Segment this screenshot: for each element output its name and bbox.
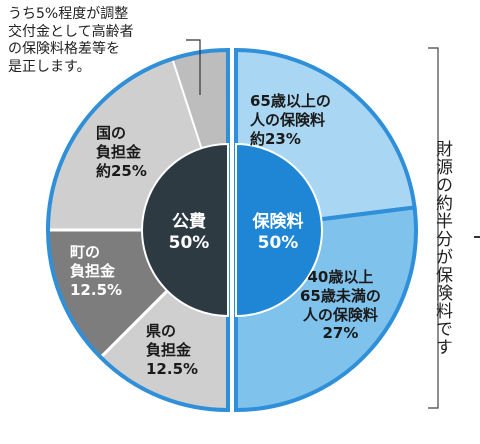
public-center-label: 公費 50% (154, 212, 224, 255)
annotation-line: 交付金として高齢者 (8, 23, 134, 40)
center-title: 公費 (172, 212, 206, 232)
public-inner-half (141, 142, 229, 318)
slice-label-line: 40歳以上 (307, 268, 374, 286)
slice-label-line: 12.5% (146, 359, 199, 378)
public-half-outline (46, 47, 230, 413)
slice-label-line: 人の保険料 (302, 305, 378, 324)
annotation-line: うち5%程度が調整 (8, 6, 129, 22)
slice-label-line: 町の (70, 243, 101, 261)
slice-label-line: 12.5% (70, 280, 123, 299)
center-title: 保険料 (252, 212, 304, 232)
slice-label-line: 負担金 (146, 340, 192, 359)
slice-label-line: 県の (146, 322, 177, 340)
center-value: 50% (257, 233, 299, 254)
insurance-inner-half (235, 142, 323, 318)
slice-label-40to65: 40歳以上 65歳未満の 人の保険料 27% (300, 268, 381, 343)
slice-label-line: 約23% (250, 129, 301, 148)
slice-label-line: 負担金 (70, 261, 116, 280)
slice-label-line: 国の (96, 124, 127, 142)
insurance-center-label: 保険料 50% (240, 212, 316, 255)
slice-label-line: 約25% (96, 161, 147, 180)
center-value: 50% (168, 233, 210, 254)
slice-label-town: 町の 負担金 12.5% (70, 243, 122, 299)
adjustment-annotation: うち5%程度が調整 交付金として高齢者 の保険料格差等を 是正します。 (8, 6, 134, 76)
slice-label-line: 65歳未満の (300, 286, 381, 305)
side-bracket (428, 47, 439, 409)
slice-label-line: 人の保険料 (250, 110, 326, 129)
slice-label-line: 27% (322, 324, 359, 343)
slice-label-prefecture: 県の 負担金 12.5% (146, 322, 198, 378)
slice-label-national: 国の 負担金 約25% (96, 124, 147, 180)
dash-mark (474, 236, 480, 238)
annotation-line: の保険料格差等を (8, 41, 120, 57)
annotation-line: 是正します。 (8, 58, 91, 75)
slice-label-line: 負担金 (96, 142, 142, 161)
side-note: 財源の約半分が保険料です (432, 140, 452, 356)
annotation-leader-line (186, 39, 201, 95)
slice-label-line: 65歳以上の (250, 92, 331, 110)
slice-label-65plus: 65歳以上の 人の保険料 約23% (250, 92, 331, 148)
